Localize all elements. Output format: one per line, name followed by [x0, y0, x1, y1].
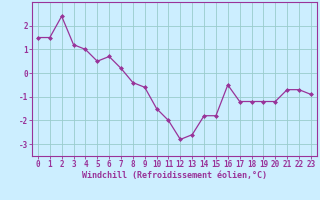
- X-axis label: Windchill (Refroidissement éolien,°C): Windchill (Refroidissement éolien,°C): [82, 171, 267, 180]
